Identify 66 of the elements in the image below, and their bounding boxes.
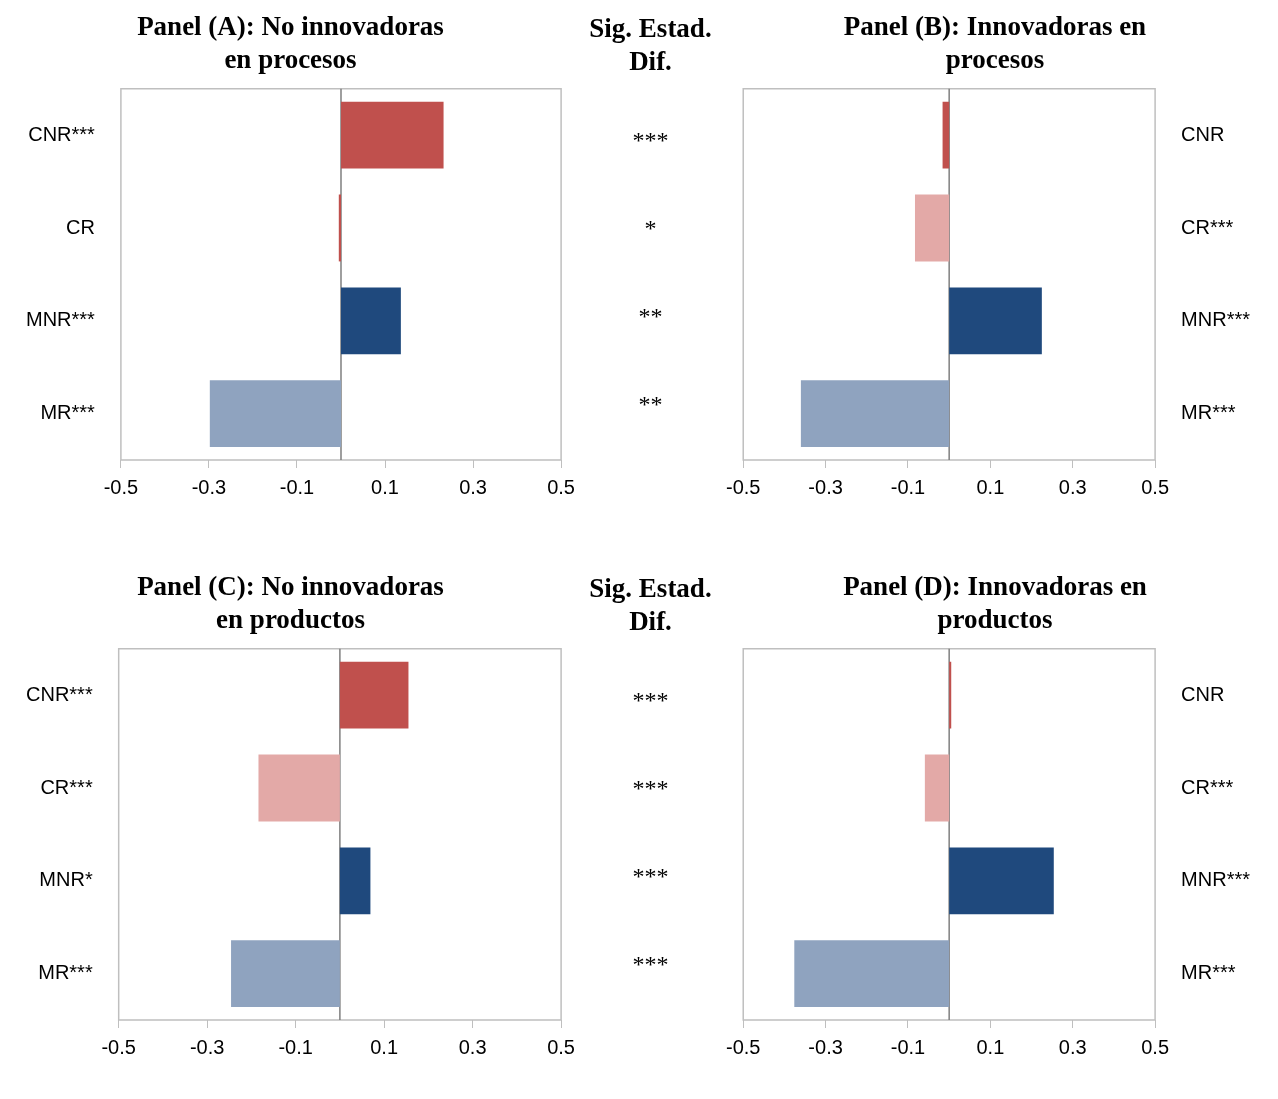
chart-title: Panel (D): Innovadoras en productos <box>843 571 1147 634</box>
text: *** <box>632 686 669 714</box>
text: Sig. Estad. Dif. <box>588 12 713 78</box>
x-tick-label: -0.3 <box>191 475 227 498</box>
x-tick-label: -0.5 <box>726 1035 761 1058</box>
text: ** <box>638 390 663 418</box>
y-tick-label: CR*** <box>1181 215 1234 238</box>
y-tick-label: MNR*** <box>1181 308 1251 331</box>
bar <box>338 194 341 262</box>
x-tick-label: 0.5 <box>547 1035 575 1058</box>
x-tick-label: 0.3 <box>1058 475 1087 498</box>
x-tick-label: 0.1 <box>371 475 399 498</box>
x-tick-label: 0.1 <box>976 475 1005 498</box>
y-tick-label: CR*** <box>40 775 93 798</box>
bar <box>341 101 444 169</box>
y-tick-label: CR*** <box>1181 775 1234 798</box>
x-tick-label: -0.3 <box>808 1035 843 1058</box>
chart-title: Panel (B): Innovadoras en procesos <box>843 11 1147 74</box>
bar <box>258 754 340 822</box>
bar <box>794 940 950 1008</box>
x-tick-label: -0.1 <box>890 1035 926 1058</box>
y-tick-label: MR*** <box>1181 401 1236 424</box>
y-tick-label: CNR*** <box>25 682 93 705</box>
x-tick-label: -0.5 <box>103 475 139 498</box>
x-tick-label: 0.1 <box>976 1035 1005 1058</box>
y-tick-label: MR*** <box>38 961 93 984</box>
y-tick-label: MR*** <box>40 401 96 424</box>
bar <box>949 661 952 729</box>
x-tick-label: -0.3 <box>189 1035 225 1058</box>
x-tick-label: 0.5 <box>1141 475 1170 498</box>
x-tick-label: 0.3 <box>1058 1035 1087 1058</box>
text: *** <box>632 126 669 154</box>
bar <box>231 940 340 1008</box>
y-tick-label: MNR*** <box>25 308 96 331</box>
chart-title: Panel (A): No innovadoras en procesos <box>137 11 444 74</box>
y-tick-label: CNR <box>1181 682 1225 705</box>
text: Sig. Estad. Dif. <box>588 572 713 638</box>
x-tick-label: -0.1 <box>279 475 315 498</box>
bar <box>949 847 1054 915</box>
x-tick-label: 0.3 <box>459 475 487 498</box>
text: *** <box>632 862 669 890</box>
x-tick-label: -0.5 <box>101 1035 136 1058</box>
y-tick-label: MNR*** <box>1181 868 1251 891</box>
x-tick-label: 0.5 <box>547 475 575 498</box>
text: *** <box>632 774 669 802</box>
text: * <box>644 214 657 242</box>
y-tick-label: CR <box>66 215 95 238</box>
x-tick-label: 0.3 <box>458 1035 487 1058</box>
x-tick-label: -0.3 <box>808 475 843 498</box>
y-tick-label: CNR <box>1181 122 1225 145</box>
x-tick-label: -0.1 <box>890 475 926 498</box>
text: *** <box>632 950 669 978</box>
chart-title: Panel (C): No innovadoras en productos <box>137 571 444 634</box>
y-tick-label: CNR*** <box>28 122 96 145</box>
text: ** <box>638 302 663 330</box>
bar <box>209 380 341 448</box>
bar <box>341 287 401 355</box>
y-tick-label: MR*** <box>1181 961 1236 984</box>
bar <box>924 754 950 822</box>
x-tick-label: -0.5 <box>726 475 761 498</box>
x-tick-label: -0.1 <box>278 1035 313 1058</box>
bar <box>339 661 409 729</box>
y-tick-label: MNR* <box>39 868 93 891</box>
x-tick-label: 0.1 <box>370 1035 399 1058</box>
x-tick-label: 0.5 <box>1141 1035 1170 1058</box>
bar <box>339 847 371 915</box>
